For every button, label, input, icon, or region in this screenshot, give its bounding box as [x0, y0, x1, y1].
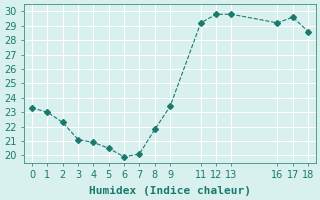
X-axis label: Humidex (Indice chaleur): Humidex (Indice chaleur) — [89, 186, 251, 196]
